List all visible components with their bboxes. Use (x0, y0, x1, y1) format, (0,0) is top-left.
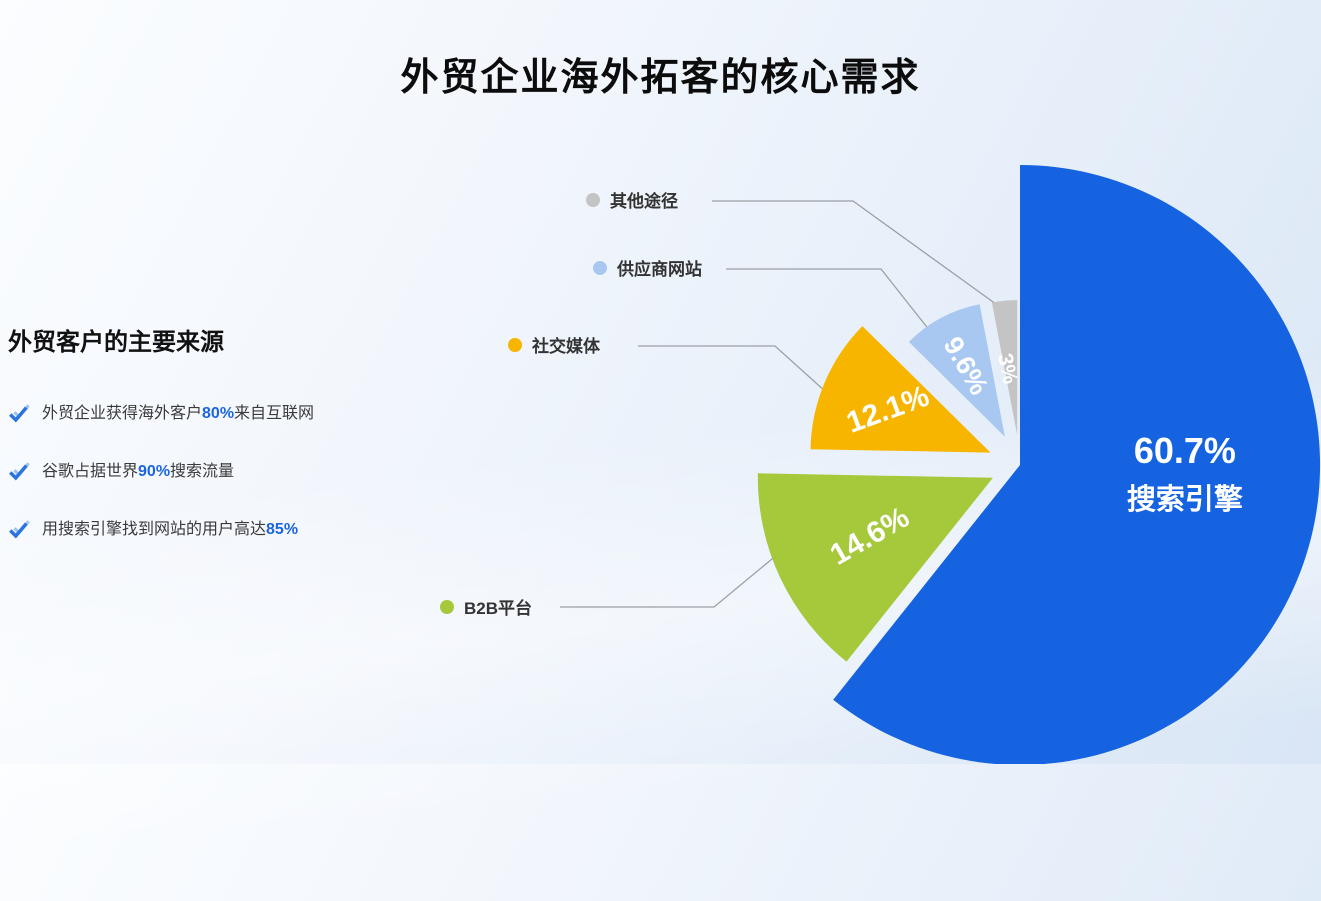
source-text-part: 搜索流量 (170, 463, 235, 480)
source-text: 用搜索引擎找到网站的用户高达85% (42, 519, 298, 541)
pie-slice-B2B平台 (757, 473, 993, 662)
pie-slice-供应商网站 (908, 304, 1005, 437)
sources-panel: 外贸客户的主要来源 外贸企业获得海外客户80%来自互联网 谷歌占据世界90%搜索… (8, 322, 438, 577)
source-text-part: 用搜索引擎找到网站的用户高达 (42, 521, 267, 538)
pie-slice-其他途径 (991, 300, 1018, 436)
double-check-icon (8, 461, 30, 483)
legend-label-other: 其他途径 (610, 191, 678, 211)
source-highlight: 90% (138, 463, 171, 480)
legend-dot-social-icon (508, 338, 522, 352)
pie-slice-社交媒体 (810, 326, 991, 453)
legend-dot-supplier-icon (593, 261, 607, 275)
source-text-part: 谷歌占据世界 (42, 463, 139, 480)
slice-label-搜索引擎: 60.7%搜索引擎 (1127, 430, 1243, 516)
pie-slices (757, 165, 1321, 764)
page-title: 外贸企业海外拓客的核心需求 (400, 57, 921, 99)
slice-label-其他途径: 3% (993, 351, 1022, 386)
source-highlight: 85% (266, 521, 299, 538)
slide: 外贸企业海外拓客的核心需求 60.7%搜索引擎 14.6% 12.1% 9.6% 3% … (0, 57, 1321, 901)
legend-label-supplier: 供应商网站 (616, 259, 702, 279)
leader-lines (560, 200, 1008, 608)
legend-item-other: 其他途径 (586, 191, 678, 211)
source-text: 外贸企业获得海外客户80%来自互联网 (42, 403, 314, 425)
legend-label-b2b: B2B平台 (464, 598, 532, 618)
source-highlight: 80% (202, 405, 235, 422)
legend-item-b2b: B2B平台 (440, 598, 532, 618)
legend-dot-other-icon (586, 193, 600, 207)
legend-dot-b2b-icon (440, 600, 454, 614)
source-text-part: 来自互联网 (234, 405, 315, 422)
source-text: 谷歌占据世界90%搜索流量 (42, 461, 234, 483)
source-item-1: 外贸企业获得海外客户80%来自互联网 (8, 403, 438, 425)
double-check-icon (8, 403, 30, 425)
leader-line-supplier (726, 268, 931, 332)
source-item-3: 用搜索引擎找到网站的用户高达85% (8, 519, 438, 541)
legend-label-social: 社交媒体 (531, 336, 601, 356)
legend-item-supplier: 供应商网站 (593, 259, 702, 279)
source-item-2: 谷歌占据世界90%搜索流量 (8, 461, 438, 483)
double-check-icon (8, 519, 30, 541)
source-text-part: 外贸企业获得海外客户 (42, 405, 203, 422)
leader-line-other (712, 200, 1008, 313)
sources-heading: 外贸客户的主要来源 (8, 329, 224, 356)
leader-line-social (638, 345, 827, 393)
legend-item-social: 社交媒体 (508, 336, 601, 356)
pie-slice-搜索引擎 (833, 165, 1321, 764)
leader-line-b2b (560, 553, 779, 608)
